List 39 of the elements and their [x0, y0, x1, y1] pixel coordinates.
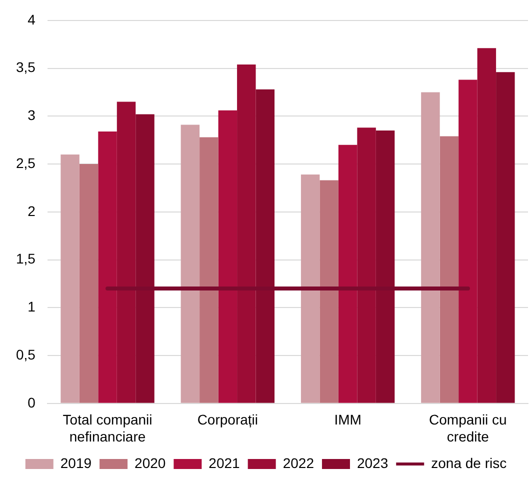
x-tick-label: Companii cu credite	[429, 412, 507, 444]
y-tick-label: 3	[28, 107, 36, 124]
bar	[496, 72, 515, 403]
bar	[60, 154, 80, 403]
bar	[320, 180, 338, 403]
x-tick-label: Total companii nefinanciare	[62, 412, 152, 444]
legend-label: 2022	[282, 454, 314, 471]
y-tick-label: 3,5	[16, 59, 36, 76]
y-tick-label: 2	[28, 202, 36, 219]
bar	[98, 131, 117, 403]
y-tick-label: 1	[28, 298, 36, 315]
y-tick-label: 0	[28, 394, 36, 410]
bar	[477, 48, 496, 403]
y-tick-label: 4	[28, 11, 36, 28]
bar	[180, 124, 200, 403]
bar	[357, 128, 376, 403]
bar	[116, 102, 136, 403]
legend-label: 2021	[208, 454, 240, 471]
bar	[136, 114, 154, 403]
y-tick-label: 0,5	[16, 346, 36, 362]
bar	[237, 64, 256, 403]
bar	[376, 130, 395, 403]
legend-label: 2023	[356, 454, 388, 471]
legend-label: 2020	[134, 454, 166, 471]
y-tick-label: 1,5	[16, 250, 36, 267]
bar	[218, 110, 238, 403]
x-tick-label: IMM	[334, 412, 362, 428]
bar	[440, 136, 459, 403]
bar	[79, 164, 98, 403]
legend-label: zona de risc	[431, 454, 507, 471]
bar	[421, 92, 440, 403]
bar	[300, 174, 320, 403]
y-tick-label: 2,5	[16, 154, 36, 171]
bar	[458, 80, 478, 403]
bar	[200, 137, 218, 403]
bar	[256, 89, 275, 403]
legend-label: 2019	[60, 454, 92, 471]
x-tick-label: Corporații	[197, 412, 258, 428]
bar	[338, 144, 358, 403]
